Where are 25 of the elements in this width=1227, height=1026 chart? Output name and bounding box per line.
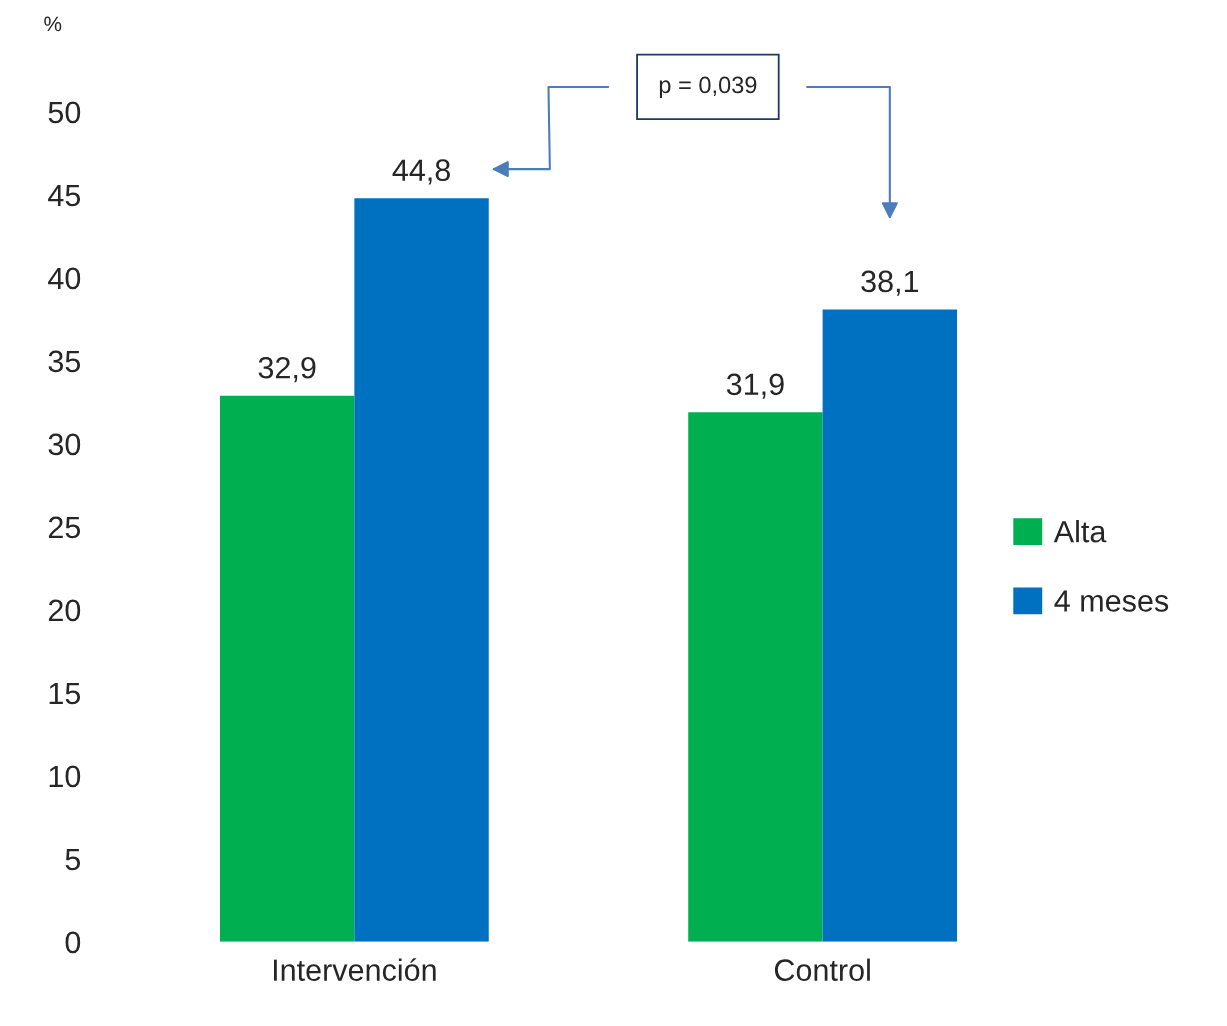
data-label: 32,9	[258, 356, 316, 383]
data-label: 38,1	[861, 270, 919, 296]
y-tick-label: 40	[48, 267, 81, 290]
x-tick-label: Intervención	[273, 958, 436, 981]
y-tick-label: 5	[65, 848, 81, 871]
y-tick-label: 20	[48, 599, 81, 622]
legend-label: 4 meses	[1054, 590, 1169, 612]
bar	[354, 198, 489, 942]
text: p = 0,039	[659, 76, 757, 98]
y-tick-label: 0	[65, 931, 81, 954]
bar	[688, 412, 823, 942]
data-label: 44,8	[392, 159, 450, 185]
y-tick-label: 50	[48, 101, 81, 124]
legend-label: Alta	[1053, 520, 1107, 543]
y-tick-label: 15	[49, 682, 81, 705]
y-tick-label: 45	[48, 184, 81, 207]
data-label: 31,9	[726, 373, 784, 399]
y-tick-label: 35	[48, 350, 81, 373]
bar	[219, 395, 355, 942]
y-tick-label: 25	[48, 516, 81, 539]
y-tick-label: 30	[48, 433, 81, 456]
x-tick-label: Control	[774, 958, 870, 981]
y-axis-title: %	[44, 16, 62, 32]
y-tick-label: 10	[49, 765, 81, 788]
bar	[822, 309, 958, 942]
